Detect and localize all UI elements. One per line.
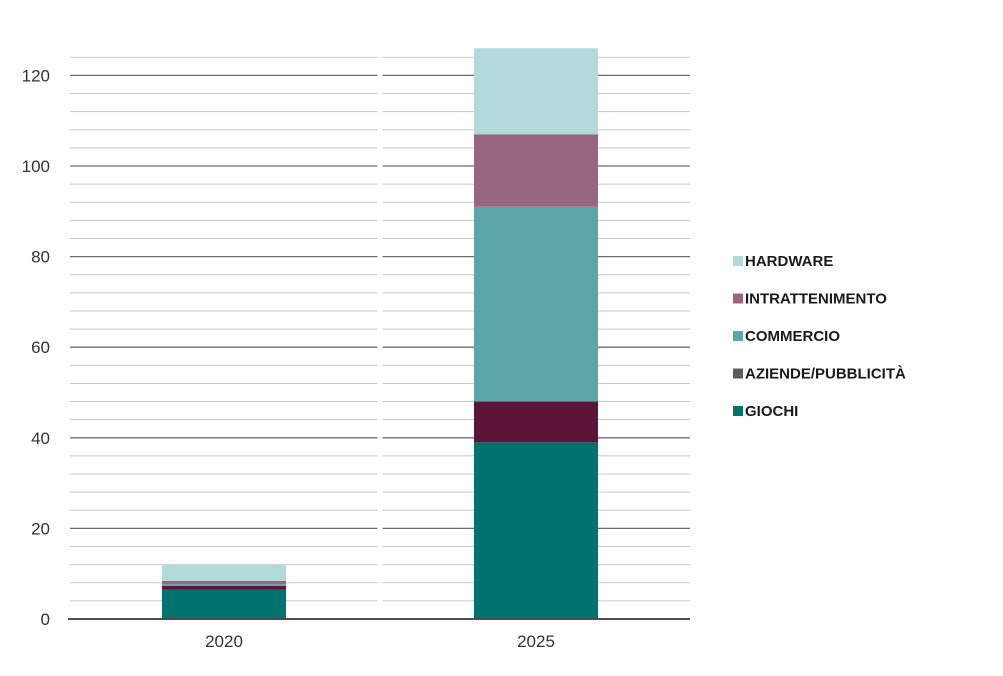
bar-segment-commercio-2020 xyxy=(162,584,286,586)
legend-swatch xyxy=(733,293,743,304)
bar-segment-intrattenimento-2020 xyxy=(162,580,286,585)
x-tick-label: 2025 xyxy=(517,632,555,651)
bar-segment-aziende-pubblicit--2025 xyxy=(474,401,598,443)
legend: HARDWARE INTRATTENIMENTO COMMERCIO AZIENDE/… xyxy=(733,253,906,420)
legend-label: COMMERCIO xyxy=(745,328,840,345)
y-tick-label: 80 xyxy=(31,248,50,267)
bar-segment-giochi-2020 xyxy=(162,589,286,619)
y-tick-label: 120 xyxy=(22,66,50,85)
legend-label: AZIENDE/PUBBLICITÀ xyxy=(745,366,906,383)
bar-segment-hardware-2025 xyxy=(474,48,598,135)
axes: 0 20 40 60 80 100 120 2020 2025 xyxy=(22,66,690,651)
legend-swatch xyxy=(733,406,743,416)
y-tick-label: 60 xyxy=(31,338,50,357)
legend-swatch xyxy=(733,368,743,379)
y-tick-label: 40 xyxy=(31,429,50,448)
bar-segment-aziende-pubblicit--2020 xyxy=(162,585,286,590)
bar-segment-commercio-2025 xyxy=(474,206,598,402)
y-tick-label: 20 xyxy=(31,519,50,538)
y-tick-label: 100 xyxy=(22,157,50,176)
y-tick-label: 0 xyxy=(41,610,50,629)
bar-segment-giochi-2025 xyxy=(474,442,598,619)
bars xyxy=(162,48,598,619)
legend-label: GIOCHI xyxy=(745,403,798,420)
legend-swatch xyxy=(733,331,743,341)
x-tick-label: 2020 xyxy=(205,632,243,651)
bar-segment-intrattenimento-2025 xyxy=(474,134,598,207)
legend-label: HARDWARE xyxy=(745,253,833,270)
legend-swatch xyxy=(733,256,743,266)
bar-segment-hardware-2020 xyxy=(162,564,286,581)
legend-label: INTRATTENIMENTO xyxy=(745,291,887,308)
